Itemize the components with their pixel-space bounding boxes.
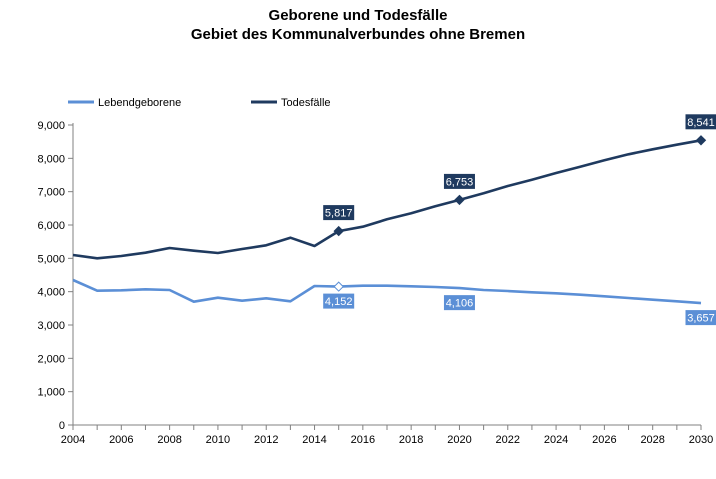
data-label-box — [685, 114, 716, 130]
data-label-box — [443, 173, 475, 189]
data-label: 6,753 — [443, 173, 475, 189]
x-tick-label: 2022 — [496, 434, 520, 446]
data-label-text: 4,152 — [325, 296, 353, 308]
data-label: 5,817 — [323, 205, 355, 221]
series-line — [72, 139, 702, 260]
x-tick-label: 2028 — [640, 434, 664, 446]
x-tick-label: 2024 — [544, 434, 568, 446]
y-tick-label: 2,000 — [37, 353, 65, 365]
x-tick-label: 2008 — [157, 434, 181, 446]
series-line — [72, 278, 702, 305]
y-tick-label: 8,000 — [37, 153, 65, 165]
y-tick-label: 0 — [59, 420, 65, 432]
y-tick-label: 4,000 — [37, 287, 65, 299]
x-tick-label: 2016 — [351, 434, 375, 446]
data-label-box — [685, 310, 716, 326]
y-tick-label: 9,000 — [37, 120, 65, 132]
x-tick-label: 2018 — [399, 434, 423, 446]
data-label-text: 4,106 — [446, 298, 474, 310]
y-tick-label: 1,000 — [37, 387, 65, 399]
y-tick-label: 6,000 — [37, 220, 65, 232]
x-tick-label: 2030 — [689, 434, 713, 446]
chart-title: Geborene und Todesfälle — [268, 7, 448, 24]
y-tick-label: 7,000 — [37, 187, 65, 199]
x-tick-label: 2004 — [61, 434, 85, 446]
data-label-text: 8,541 — [687, 117, 715, 129]
x-tick-label: 2014 — [302, 434, 326, 446]
y-tick-label: 3,000 — [37, 320, 65, 332]
data-point-marker — [333, 281, 344, 292]
data-point-marker — [695, 135, 707, 146]
data-label: 8,541 — [685, 114, 716, 130]
data-point-marker — [333, 225, 344, 237]
data-label-box — [323, 293, 355, 309]
x-tick-label: 2026 — [592, 434, 616, 446]
x-tick-label: 2012 — [254, 434, 278, 446]
data-label-text: 5,817 — [325, 208, 353, 220]
legend-label: Lebendgeborene — [98, 97, 181, 109]
data-label-text: 6,753 — [446, 176, 474, 188]
x-tick-label: 2006 — [109, 434, 133, 446]
data-label: 4,152 — [323, 293, 355, 309]
data-label: 4,106 — [443, 295, 475, 311]
legend-label: Todesfälle — [281, 97, 331, 109]
x-tick-label: 2010 — [206, 434, 230, 446]
data-label-box — [443, 295, 475, 311]
y-tick-label: 5,000 — [37, 253, 65, 265]
data-point-marker — [454, 194, 465, 206]
data-label-text: 3,657 — [687, 313, 715, 325]
chart-subtitle: Gebiet des Kommunalverbundes ohne Bremen — [190, 26, 526, 43]
x-tick-label: 2020 — [447, 434, 471, 446]
data-label-box — [323, 205, 355, 221]
data-label: 3,657 — [685, 310, 716, 326]
